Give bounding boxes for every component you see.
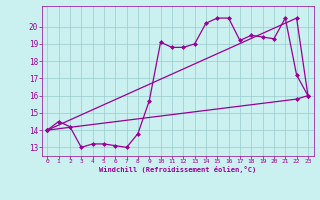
X-axis label: Windchill (Refroidissement éolien,°C): Windchill (Refroidissement éolien,°C)	[99, 166, 256, 173]
